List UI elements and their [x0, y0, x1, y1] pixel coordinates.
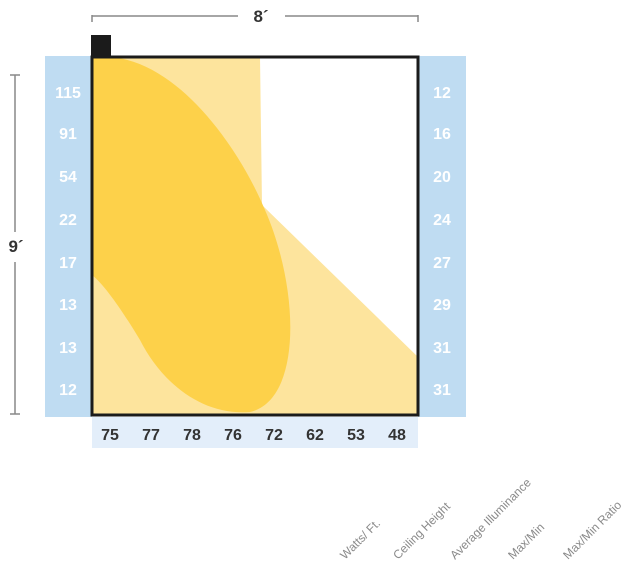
left-scale-value: 54: [59, 169, 77, 186]
bottom-scale-value: 53: [347, 427, 365, 444]
height-label: 9´: [8, 237, 23, 256]
left-scale-value: 115: [55, 85, 81, 102]
left-scale-value: 91: [59, 126, 77, 143]
footer-legend: Watts/ Ft. Ceiling Height Average Illumi…: [337, 475, 624, 562]
right-scale-value: 24: [433, 212, 451, 229]
right-scale-value: 29: [433, 297, 451, 314]
right-scale-value: 31: [433, 382, 451, 399]
bottom-scale-value: 72: [265, 427, 283, 444]
right-scale-value: 12: [433, 85, 451, 102]
right-scale-value: 20: [433, 169, 451, 186]
bottom-scale-value: 78: [183, 427, 201, 444]
bottom-scale-value: 75: [101, 427, 119, 444]
footer-label-max-min: Max/Min: [505, 520, 547, 562]
height-dimension: 9´: [8, 75, 23, 414]
left-scale-value: 12: [59, 382, 77, 399]
width-dimension: 8´: [92, 7, 418, 26]
width-label: 8´: [253, 7, 268, 26]
left-scale-value: 22: [59, 212, 77, 229]
right-scale-value: 27: [433, 255, 451, 272]
left-scale-value: 17: [59, 255, 77, 272]
bottom-scale-band: [92, 417, 418, 448]
right-scale-value: 31: [433, 340, 451, 357]
footer-label-ceiling-height: Ceiling Height: [390, 499, 453, 562]
left-scale-band: [45, 56, 92, 417]
bottom-scale-value: 77: [142, 427, 160, 444]
left-scale-value: 13: [59, 297, 77, 314]
right-scale-value: 16: [433, 126, 451, 143]
bottom-scale-value: 76: [224, 427, 242, 444]
right-scale-band: [418, 56, 466, 417]
bottom-scale-value: 48: [388, 427, 406, 444]
left-scale-value: 13: [59, 340, 77, 357]
fixture-icon: [91, 35, 111, 57]
footer-label-watts: Watts/ Ft.: [337, 516, 383, 562]
bottom-scale-value: 62: [306, 427, 324, 444]
footer-label-max-min-ratio: Max/Min Ratio: [560, 498, 624, 562]
